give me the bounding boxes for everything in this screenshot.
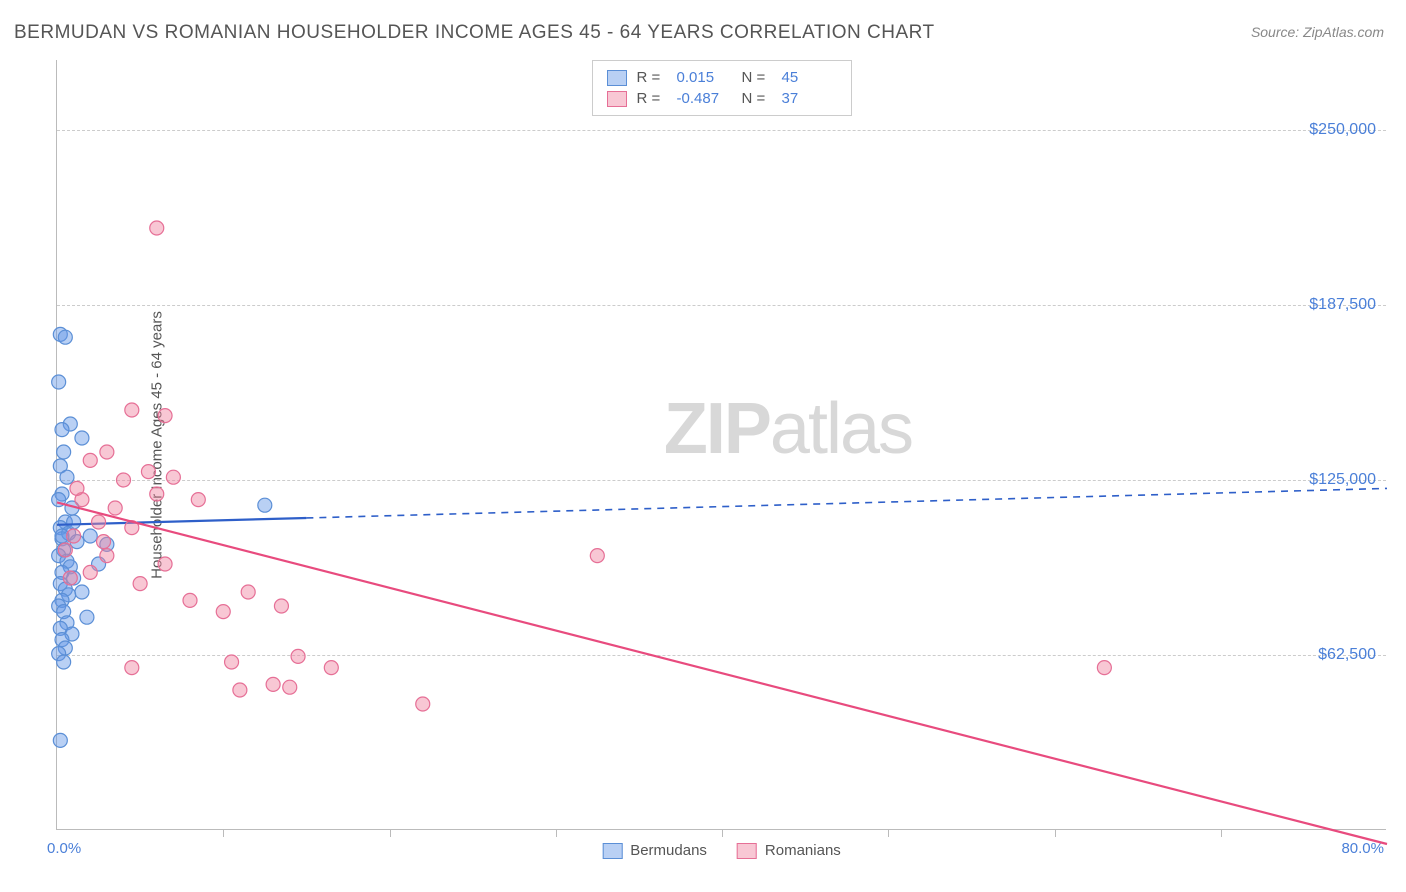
legend-item-bermudans: Bermudans — [602, 842, 707, 859]
trend-line-dashed — [306, 488, 1387, 518]
n-label: N = — [742, 69, 772, 86]
data-point — [150, 221, 164, 235]
data-point — [191, 493, 205, 507]
n-value-romanians: 37 — [782, 90, 837, 107]
correlation-legend: R = 0.015 N = 45 R = -0.487 N = 37 — [592, 60, 852, 116]
legend-row-bermudans: R = 0.015 N = 45 — [607, 67, 837, 88]
n-value-bermudans: 45 — [782, 69, 837, 86]
data-point — [125, 661, 139, 675]
data-point — [158, 557, 172, 571]
data-point — [75, 585, 89, 599]
chart-title: BERMUDAN VS ROMANIAN HOUSEHOLDER INCOME … — [14, 22, 935, 44]
data-point — [80, 610, 94, 624]
data-point — [1097, 661, 1111, 675]
data-point — [83, 529, 97, 543]
data-point — [274, 599, 288, 613]
data-point — [57, 445, 71, 459]
data-point — [108, 501, 122, 515]
x-tick — [722, 829, 723, 837]
data-point — [266, 677, 280, 691]
data-point — [57, 655, 71, 669]
data-point — [291, 649, 305, 663]
data-point — [100, 549, 114, 563]
data-point — [141, 465, 155, 479]
data-point — [97, 535, 111, 549]
data-point — [70, 481, 84, 495]
data-point — [225, 655, 239, 669]
data-point — [100, 445, 114, 459]
r-label: R = — [637, 90, 667, 107]
data-point — [117, 473, 131, 487]
r-label: R = — [637, 69, 667, 86]
data-point — [52, 375, 66, 389]
data-point — [216, 605, 230, 619]
n-label: N = — [742, 90, 772, 107]
swatch-blue-icon — [602, 843, 622, 859]
correlation-chart: BERMUDAN VS ROMANIAN HOUSEHOLDER INCOME … — [0, 0, 1406, 892]
legend-label-romanians: Romanians — [765, 842, 841, 859]
series-legend: Bermudans Romanians — [602, 842, 841, 859]
data-point — [67, 529, 81, 543]
data-point — [83, 565, 97, 579]
data-point — [60, 470, 74, 484]
data-point — [324, 661, 338, 675]
data-point — [67, 515, 81, 529]
x-tick — [556, 829, 557, 837]
data-point — [133, 577, 147, 591]
data-point — [55, 423, 69, 437]
data-point — [241, 585, 255, 599]
x-tick — [888, 829, 889, 837]
swatch-pink-icon — [607, 91, 627, 107]
swatch-pink-icon — [737, 843, 757, 859]
legend-row-romanians: R = -0.487 N = 37 — [607, 88, 837, 109]
data-point — [58, 330, 72, 344]
data-point — [125, 403, 139, 417]
data-point — [183, 593, 197, 607]
swatch-blue-icon — [607, 70, 627, 86]
x-tick — [1221, 829, 1222, 837]
r-value-bermudans: 0.015 — [677, 69, 732, 86]
data-point — [258, 498, 272, 512]
data-point — [92, 515, 106, 529]
x-axis-min-label: 0.0% — [47, 840, 81, 857]
data-point — [63, 571, 77, 585]
data-point — [283, 680, 297, 694]
data-point — [53, 733, 67, 747]
data-point — [590, 549, 604, 563]
x-tick — [1055, 829, 1056, 837]
data-point — [158, 409, 172, 423]
data-point — [83, 453, 97, 467]
data-point — [233, 683, 247, 697]
data-point — [166, 470, 180, 484]
trend-line-solid — [57, 502, 1387, 844]
legend-item-romanians: Romanians — [737, 842, 841, 859]
x-tick — [223, 829, 224, 837]
data-point — [150, 487, 164, 501]
source-label: Source: ZipAtlas.com — [1251, 24, 1384, 40]
r-value-romanians: -0.487 — [677, 90, 732, 107]
data-point — [416, 697, 430, 711]
legend-label-bermudans: Bermudans — [630, 842, 707, 859]
data-point — [58, 543, 72, 557]
plot-svg — [57, 60, 1386, 829]
x-tick — [390, 829, 391, 837]
plot-area: Householder Income Ages 45 - 64 years ZI… — [56, 60, 1386, 830]
data-point — [75, 431, 89, 445]
